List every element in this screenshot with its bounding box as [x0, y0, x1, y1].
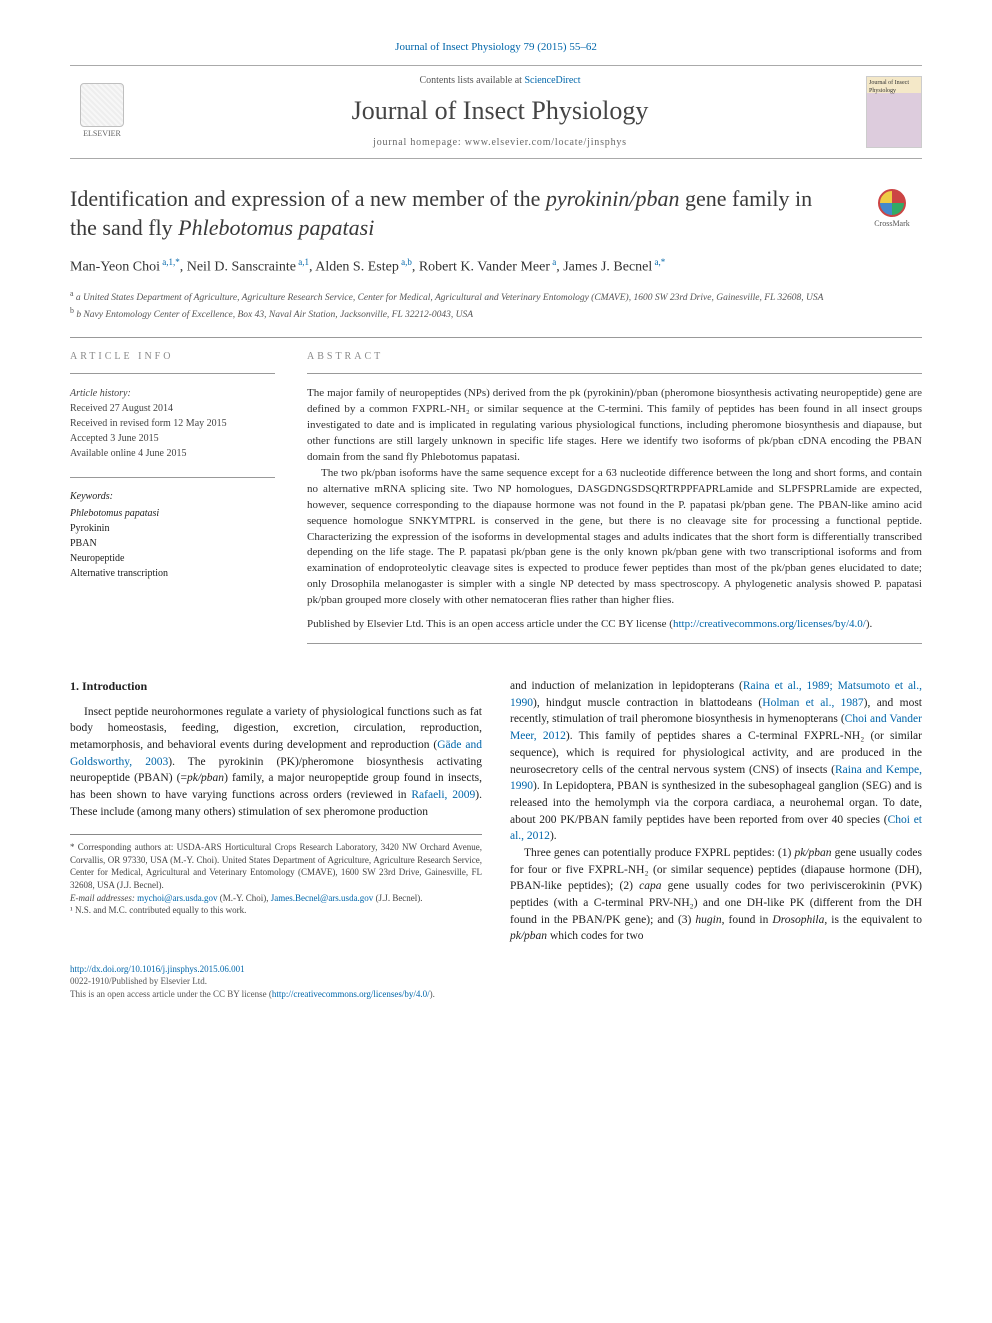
divider [307, 373, 922, 374]
journal-cover-thumb[interactable]: Journal of Insect Physiology [866, 76, 922, 148]
footnotes: * Corresponding authors at: USDA-ARS Hor… [70, 834, 482, 917]
divider [70, 337, 922, 338]
article-title: Identification and expression of a new m… [70, 185, 922, 242]
article-history: Article history: Received 27 August 2014… [70, 386, 275, 461]
abstract-p1: The major family of neuropeptides (NPs) … [307, 386, 922, 466]
article-title-text: Identification and expression of a new m… [70, 186, 812, 240]
sciencedirect-link[interactable]: ScienceDirect [524, 75, 580, 86]
intro-p1: Insect peptide neurohormones regulate a … [70, 704, 482, 821]
info-abstract-row: ARTICLE INFO Article history: Received 2… [70, 350, 922, 657]
email-link-2[interactable]: James.Becnel@ars.usda.gov [271, 893, 374, 903]
contents-available: Contents lists available at ScienceDirec… [150, 74, 850, 88]
keyword: Alternative transcription [70, 566, 275, 581]
affiliations: a a United States Department of Agricult… [70, 288, 922, 323]
divider [307, 643, 922, 644]
divider [70, 373, 275, 374]
journal-reference: Journal of Insect Physiology 79 (2015) 5… [70, 40, 922, 55]
authors: Man-Yeon Choi a,1,*, Neil D. Sanscrainte… [70, 256, 922, 278]
history-label: Article history: [70, 388, 131, 399]
intro-p2: and induction of melanization in lepidop… [510, 678, 922, 845]
email-label: E-mail addresses: [70, 893, 135, 903]
email-addresses: E-mail addresses: mychoi@ars.usda.gov (M… [70, 892, 482, 905]
history-accepted: Accepted 3 June 2015 [70, 433, 159, 444]
abstract-heading: ABSTRACT [307, 350, 922, 364]
page-footer: http://dx.doi.org/10.1016/j.jinsphys.201… [70, 963, 922, 1001]
header-center: Contents lists available at ScienceDirec… [150, 74, 850, 150]
doi-link[interactable]: http://dx.doi.org/10.1016/j.jinsphys.201… [70, 964, 245, 974]
journal-title: Journal of Insect Physiology [150, 93, 850, 128]
equal-contribution-note: ¹ N.S. and M.C. contributed equally to t… [70, 904, 482, 917]
keywords-label: Keywords: [70, 490, 275, 504]
issn-line: 0022-1910/Published by Elsevier Ltd. [70, 976, 207, 986]
elsevier-logo[interactable]: ELSEVIER [70, 76, 134, 148]
email-link-1[interactable]: mychoi@ars.usda.gov [137, 893, 217, 903]
journal-homepage[interactable]: journal homepage: www.elsevier.com/locat… [150, 136, 850, 150]
intro-heading: 1. Introduction [70, 678, 482, 695]
keyword: Phlebotomus papatasi [70, 506, 275, 521]
crossmark-icon [878, 189, 906, 217]
affiliation-a: a a United States Department of Agricult… [70, 288, 922, 305]
article-info-heading: ARTICLE INFO [70, 350, 275, 364]
body-columns: 1. Introduction Insect peptide neurohorm… [70, 678, 922, 945]
email-who-1: (M.-Y. Choi), [217, 893, 270, 903]
corresponding-author-note: * Corresponding authors at: USDA-ARS Hor… [70, 841, 482, 891]
elsevier-tree-icon [80, 83, 124, 127]
keyword: Pyrokinin [70, 521, 275, 536]
publication-note: Published by Elsevier Ltd. This is an op… [307, 617, 922, 633]
abstract: ABSTRACT The major family of neuropeptid… [307, 350, 922, 657]
divider [70, 477, 275, 478]
crossmark-badge[interactable]: CrossMark [862, 189, 922, 229]
journal-header: ELSEVIER Contents lists available at Sci… [70, 65, 922, 159]
keyword: Neuropeptide [70, 551, 275, 566]
abstract-text: The major family of neuropeptides (NPs) … [307, 386, 922, 633]
affiliation-b: b b Navy Entomology Center of Excellence… [70, 305, 922, 322]
history-revised: Received in revised form 12 May 2015 [70, 418, 227, 429]
keywords-list: Phlebotomus papatasi Pyrokinin PBAN Neur… [70, 506, 275, 581]
crossmark-label: CrossMark [874, 219, 910, 228]
contents-prefix: Contents lists available at [419, 75, 524, 86]
keyword: PBAN [70, 536, 275, 551]
license-line: This is an open access article under the… [70, 989, 435, 999]
history-online: Available online 4 June 2015 [70, 448, 186, 459]
intro-p3: Three genes can potentially produce FXPR… [510, 845, 922, 945]
article-info: ARTICLE INFO Article history: Received 2… [70, 350, 275, 657]
email-who-2: (J.J. Becnel). [373, 893, 422, 903]
abstract-p2: The two pk/pban isoforms have the same s… [307, 466, 922, 609]
elsevier-label: ELSEVIER [83, 129, 121, 140]
history-received: Received 27 August 2014 [70, 403, 173, 414]
